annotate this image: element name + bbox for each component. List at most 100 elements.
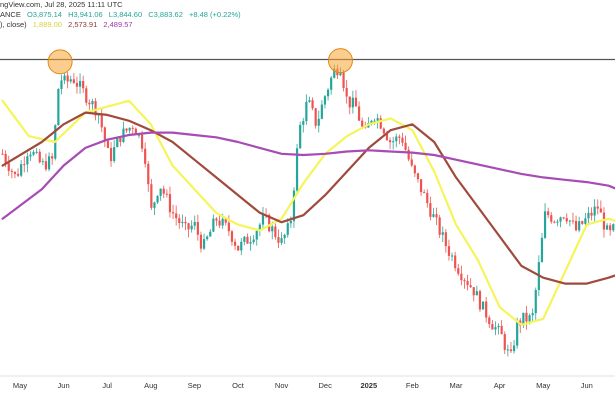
candle-body xyxy=(165,193,168,195)
candle-body xyxy=(450,255,454,257)
candle-body xyxy=(128,127,131,131)
candle-body xyxy=(605,225,609,230)
candle-body xyxy=(29,154,32,157)
candle-body xyxy=(550,215,553,222)
candle-body xyxy=(286,223,289,235)
x-tick-label: May xyxy=(13,381,27,390)
candle-body xyxy=(398,136,401,138)
candle-body xyxy=(305,101,308,122)
candle-body xyxy=(47,156,51,170)
candle-body xyxy=(333,68,336,78)
candle-body xyxy=(432,214,435,217)
candle-body xyxy=(258,224,261,231)
x-tick-label: Oct xyxy=(232,381,245,390)
candle-body xyxy=(326,89,330,97)
candle-body xyxy=(413,165,416,174)
candle-body xyxy=(388,140,392,143)
candle-body xyxy=(10,170,13,172)
candle-body xyxy=(401,137,404,143)
candle-body xyxy=(4,153,7,164)
candle-body xyxy=(361,120,364,127)
candle-body xyxy=(75,82,79,87)
candle-body xyxy=(609,225,612,231)
candle-body xyxy=(16,173,20,176)
candle-body xyxy=(230,231,234,242)
candle-body xyxy=(553,221,556,223)
legend-row-ma: ), close) 1,889.00 2,573.91 2,489.57 xyxy=(0,20,245,30)
candle-body xyxy=(302,121,305,125)
ma-fast-line xyxy=(1,99,615,326)
candle-body xyxy=(599,208,602,213)
x-tick-label: Jun xyxy=(58,381,70,390)
candle-body xyxy=(60,80,63,89)
candle-body xyxy=(342,72,345,88)
candle-body xyxy=(345,87,348,97)
candle-body xyxy=(475,291,478,296)
candle-body xyxy=(540,237,544,263)
open-value: O3,875.14 xyxy=(26,10,62,19)
candle-body xyxy=(469,285,472,288)
high-value: H3,941.06 xyxy=(68,10,103,19)
candle-body xyxy=(271,226,274,232)
candle-body xyxy=(466,280,469,286)
x-tick-label: Aug xyxy=(144,381,157,390)
candle-body xyxy=(574,220,578,231)
candle-body xyxy=(395,136,398,142)
candle-body xyxy=(295,148,299,191)
candle-body xyxy=(144,148,147,164)
x-tick-label: Nov xyxy=(275,381,289,390)
candle-body xyxy=(500,325,503,335)
candle-body xyxy=(308,100,311,102)
candle-body xyxy=(202,239,206,249)
candle-body xyxy=(547,211,550,216)
candle-body xyxy=(423,192,426,194)
candle-body xyxy=(63,75,66,81)
candle-body xyxy=(187,223,190,230)
symbol-info: ngView.com, Jul 28, 2025 11:11 UTC xyxy=(0,0,123,9)
candle-body xyxy=(292,190,296,222)
candle-body xyxy=(137,134,141,136)
candle-body xyxy=(534,289,537,314)
x-tick-label: Jul xyxy=(102,381,112,390)
candle-body xyxy=(376,118,379,121)
top-highlight-circle xyxy=(47,49,73,75)
candle-body xyxy=(91,101,94,105)
candle-body xyxy=(215,218,218,221)
candle-body xyxy=(289,221,292,224)
candle-body xyxy=(212,218,215,232)
candle-body xyxy=(354,97,358,107)
candle-body xyxy=(51,156,54,159)
candle-body xyxy=(206,236,209,240)
candle-body xyxy=(103,127,106,141)
candle-body xyxy=(78,81,82,87)
low-value: L3,844.60 xyxy=(108,10,143,19)
candle-body xyxy=(596,206,599,209)
candle-body xyxy=(66,75,69,82)
x-tick-label: Dec xyxy=(319,381,333,390)
candle-body xyxy=(587,212,590,219)
candle-body xyxy=(13,171,17,174)
candle-body xyxy=(38,151,41,163)
candle-body xyxy=(88,102,91,105)
candle-body xyxy=(171,212,175,214)
candle-body xyxy=(7,163,10,171)
candle-body xyxy=(590,212,593,216)
candle-body xyxy=(243,236,246,242)
candle-body xyxy=(190,225,193,230)
candle-body xyxy=(444,232,447,247)
candle-body xyxy=(85,88,88,103)
x-tick-label: Mar xyxy=(450,381,463,390)
candle-body xyxy=(503,334,506,350)
ma-mid-line xyxy=(1,111,615,285)
candle-body xyxy=(568,220,571,222)
candle-body xyxy=(512,345,516,352)
candle-body xyxy=(44,161,48,170)
candle-body xyxy=(106,140,110,148)
candle-body xyxy=(184,221,187,224)
candle-body xyxy=(565,218,568,222)
candle-body xyxy=(246,236,249,244)
candle-body xyxy=(435,214,438,218)
candle-body xyxy=(494,327,497,330)
candle-body xyxy=(94,101,97,116)
